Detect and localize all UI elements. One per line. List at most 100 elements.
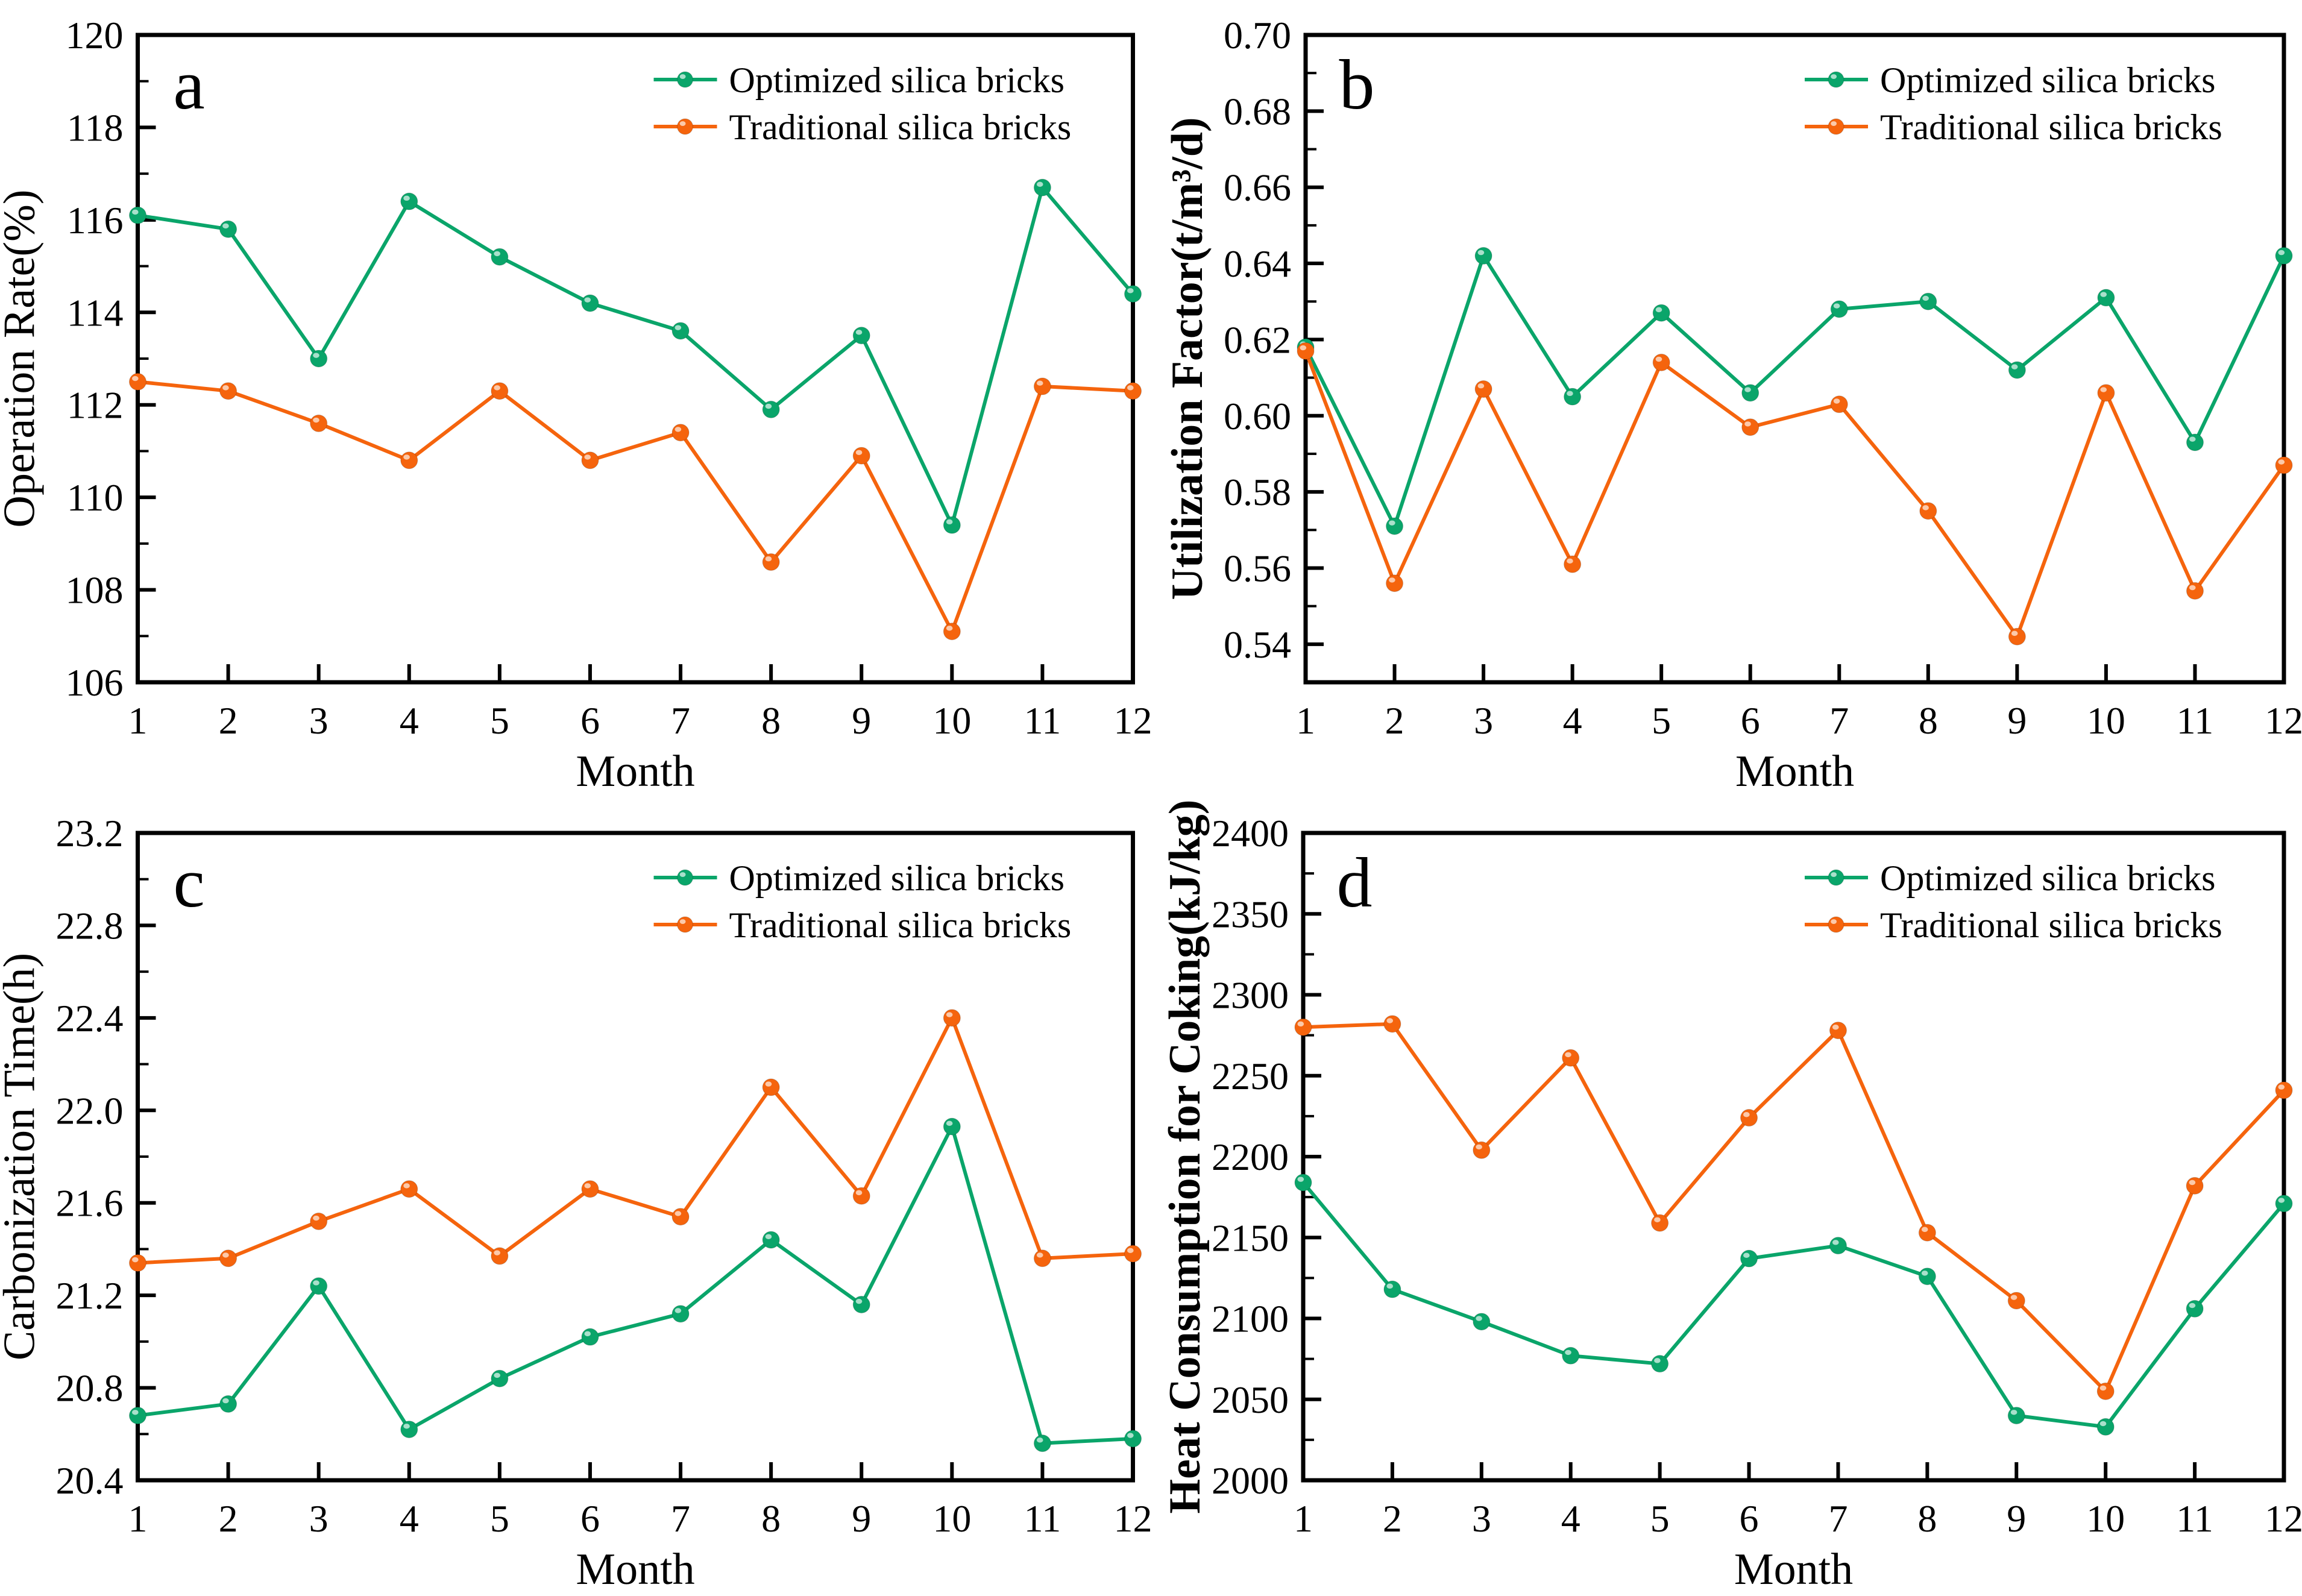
traditional-point-month-9 xyxy=(2008,627,2026,646)
marker-highlight xyxy=(2278,1198,2285,1203)
x-tick-label: 3 xyxy=(309,699,329,742)
panel-letter: c xyxy=(173,843,204,922)
x-tick-label: 5 xyxy=(1650,1497,1670,1540)
x-tick-label: 1 xyxy=(128,1497,148,1540)
marker-highlight xyxy=(946,1120,953,1126)
x-tick-label: 7 xyxy=(1828,1497,1848,1540)
data-point-marker xyxy=(219,382,237,400)
data-point-marker xyxy=(2096,1418,2115,1436)
optimized-point-month-11 xyxy=(1033,178,1051,196)
x-axis-title: Month xyxy=(576,1545,694,1594)
traditional-series-line xyxy=(1304,350,2286,639)
x-tick-label: 4 xyxy=(400,1497,419,1540)
data-point-marker xyxy=(1564,555,1582,573)
data-point-marker xyxy=(1473,1141,1491,1159)
y-tick-label: 0.68 xyxy=(1224,90,1291,133)
marker-highlight xyxy=(1477,383,1485,389)
data-point-marker xyxy=(400,451,418,470)
marker-highlight xyxy=(1832,1240,1839,1245)
y-tick-label: 0.54 xyxy=(1224,623,1291,666)
traditional-point-month-2 xyxy=(219,382,237,400)
marker-highlight xyxy=(403,1424,410,1429)
y-tick-label: 0.62 xyxy=(1224,318,1291,361)
optimized-point-month-3 xyxy=(310,350,328,368)
marker-highlight xyxy=(222,1398,229,1404)
data-point-marker xyxy=(491,382,509,400)
marker-highlight xyxy=(584,1183,591,1189)
y-tick-label: 108 xyxy=(66,569,124,612)
x-axis-title: Month xyxy=(1735,747,1854,796)
marker-highlight xyxy=(2189,1180,2196,1186)
y-tick-label: 23.2 xyxy=(56,812,124,855)
marker-highlight xyxy=(2099,1421,2107,1427)
marker-highlight xyxy=(131,375,139,382)
legend-marker xyxy=(677,71,693,88)
y-tick-label: 21.6 xyxy=(56,1182,124,1225)
data-point-marker xyxy=(1124,285,1142,303)
traditional-point-month-3 xyxy=(1474,380,1492,398)
traditional-point-month-4 xyxy=(400,451,418,470)
x-tick-label: 11 xyxy=(2177,699,2214,742)
data-point-marker xyxy=(671,424,690,442)
marker-highlight xyxy=(494,1250,500,1255)
marker-highlight xyxy=(1476,1316,1482,1321)
data-point-marker xyxy=(1829,1022,1847,1040)
y-tick-label: 2150 xyxy=(1212,1216,1289,1259)
data-point-marker xyxy=(762,400,780,418)
marker-highlight xyxy=(1127,288,1134,294)
marker-highlight xyxy=(1831,872,1837,877)
data-point-marker xyxy=(1562,1049,1580,1067)
marker-highlight xyxy=(1655,307,1662,313)
y-tick-label: 114 xyxy=(67,291,124,334)
data-point-marker xyxy=(2007,1292,2025,1310)
data-point-marker xyxy=(1294,1173,1312,1192)
traditional-point-month-5 xyxy=(1651,1214,1669,1232)
data-point-marker xyxy=(762,553,780,571)
chart-panel-d: 2000 2050 2100 2150 2200 2250 2300 2350 2400 1 2 3 4… xyxy=(1151,798,2302,1596)
traditional-point-month-5 xyxy=(1652,353,1670,371)
traditional-point-month-1 xyxy=(129,372,146,391)
x-tick-label: 5 xyxy=(490,699,509,742)
marker-highlight xyxy=(131,209,139,215)
legend-label: Optimized silica bricks xyxy=(729,858,1065,898)
marker-highlight xyxy=(1565,1349,1571,1356)
chart-panel-a: 106 108 110 112 114 116 118 120 1 2 3 4 5 6 7 8 9 10 11 12 M… xyxy=(0,0,1151,798)
traditional-point-month-12 xyxy=(1124,1245,1142,1263)
traditional-point-month-3 xyxy=(1473,1141,1491,1159)
data-point-marker xyxy=(310,1277,328,1295)
data-point-marker xyxy=(2275,1081,2293,1099)
data-point-marker xyxy=(400,192,418,210)
legend-marker xyxy=(1828,916,1844,933)
optimized-point-month-9 xyxy=(852,1295,870,1313)
marker-highlight xyxy=(1743,1112,1750,1117)
data-point-marker xyxy=(677,869,693,886)
traditional-point-month-2 xyxy=(1386,574,1404,592)
optimized-point-month-5 xyxy=(491,1369,509,1387)
y-tick-label: 0.58 xyxy=(1224,471,1291,514)
y-tick-label: 2050 xyxy=(1212,1378,1289,1421)
optimized-point-month-7 xyxy=(1830,300,1848,318)
x-tick-label: 10 xyxy=(932,699,971,742)
traditional-series-points xyxy=(1297,342,2293,646)
data-point-marker xyxy=(1830,300,1848,318)
traditional-point-month-12 xyxy=(2275,1081,2293,1099)
data-point-marker xyxy=(2275,247,2293,265)
data-point-marker xyxy=(2275,1195,2293,1213)
y-tick-label: 112 xyxy=(67,384,124,427)
marker-highlight xyxy=(313,417,319,423)
data-point-marker xyxy=(400,1421,418,1439)
marker-highlight xyxy=(2278,250,2285,256)
traditional-point-month-3 xyxy=(310,414,328,432)
data-point-marker xyxy=(1033,1249,1051,1268)
x-tick-label: 11 xyxy=(1024,1497,1061,1540)
x-tick-label: 7 xyxy=(1829,699,1849,742)
marker-highlight xyxy=(1567,391,1573,397)
x-tick-label: 12 xyxy=(2265,1497,2302,1540)
optimized-series-points xyxy=(129,178,1142,534)
optimized-point-month-2 xyxy=(219,220,237,238)
marker-highlight xyxy=(1565,1052,1571,1058)
y-tick-label: 0.66 xyxy=(1224,166,1291,209)
y-axis-title: Operation Rate(%) xyxy=(0,190,45,528)
traditional-point-month-2 xyxy=(1383,1015,1401,1033)
traditional-point-month-9 xyxy=(852,1187,870,1205)
